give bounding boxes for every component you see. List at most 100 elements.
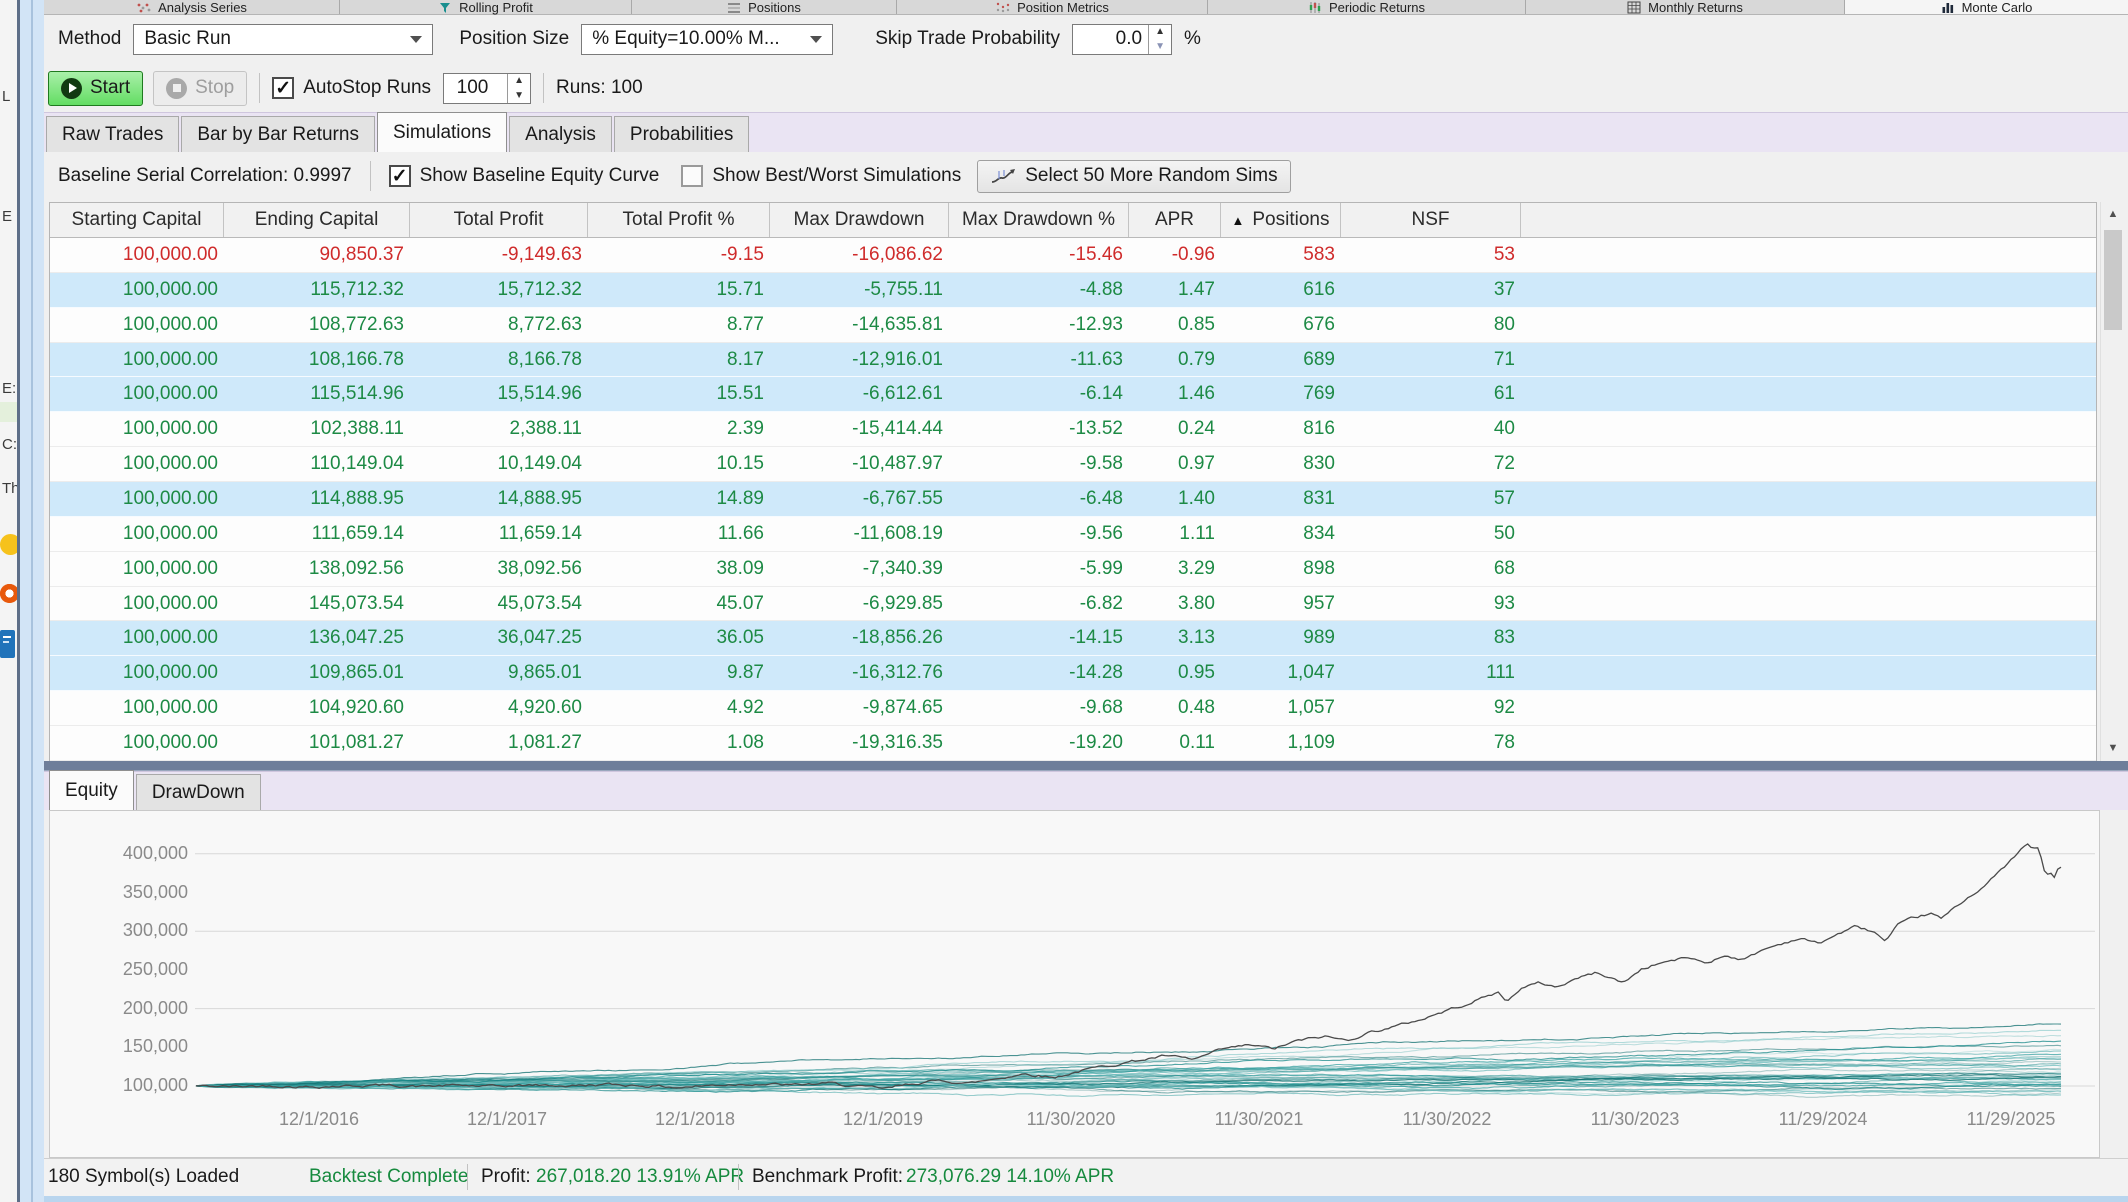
cell-filler: [1521, 273, 2096, 307]
spin-up-icon[interactable]: ▲: [508, 74, 530, 89]
window-bottom-border: [44, 1196, 2128, 1202]
table-row[interactable]: 100,000.00145,073.5445,073.5445.07-6,929…: [50, 587, 2096, 622]
chart-tab-equity[interactable]: Equity: [49, 770, 134, 810]
cell: 100,000.00: [50, 273, 224, 307]
fragment-text: E: [2, 208, 12, 225]
tab-analysis[interactable]: Analysis: [509, 116, 612, 152]
column-label: Starting Capital: [72, 209, 202, 231]
cell: -6.82: [949, 587, 1129, 621]
cell: 11.66: [588, 517, 770, 551]
scroll-up-icon[interactable]: ▲: [2101, 202, 2125, 226]
skip-trade-value: 0.0: [1073, 25, 1148, 54]
top-tab-rolling-profit[interactable]: Rolling Profit: [340, 0, 632, 14]
autostop-checkbox[interactable]: ✓: [272, 77, 294, 99]
cell: 10,149.04: [410, 447, 588, 481]
table-row[interactable]: 100,000.00115,514.9615,514.9615.51-6,612…: [50, 377, 2096, 412]
tab-label: Probabilities: [630, 124, 734, 146]
cell: 45.07: [588, 587, 770, 621]
cell: 61: [1341, 377, 1521, 411]
position-size-select[interactable]: % Equity=10.00% M...: [581, 24, 833, 55]
cell: 100,000.00: [50, 691, 224, 725]
top-tab-analysis-series[interactable]: Analysis Series: [44, 0, 340, 14]
table-row[interactable]: 100,000.00111,659.1411,659.1411.66-11,60…: [50, 517, 2096, 552]
scrollbar-thumb[interactable]: [2104, 230, 2122, 330]
tab-bar-by-bar-returns[interactable]: Bar by Bar Returns: [181, 116, 375, 152]
column-header-max-drawdown--[interactable]: Max Drawdown %: [949, 203, 1129, 237]
background-window-sliver: L E E: C: Th: [0, 0, 17, 1202]
table-row[interactable]: 100,000.00136,047.2536,047.2536.05-18,85…: [50, 621, 2096, 656]
list-icon: [727, 1, 741, 14]
column-header-ending-capital[interactable]: Ending Capital: [224, 203, 410, 237]
x-axis-label: 11/30/2023: [1565, 1109, 1705, 1130]
cell: 50: [1341, 517, 1521, 551]
spin-down-icon[interactable]: ▼: [508, 88, 530, 103]
stop-button[interactable]: Stop: [153, 71, 247, 106]
start-label: Start: [90, 77, 130, 99]
cell: -5.99: [949, 552, 1129, 586]
table-row[interactable]: 100,000.00109,865.019,865.019.87-16,312.…: [50, 656, 2096, 691]
table-row[interactable]: 100,000.00110,149.0410,149.0410.15-10,48…: [50, 447, 2096, 482]
cell: 0.95: [1129, 656, 1221, 690]
spinner-arrows[interactable]: ▲▼: [1148, 25, 1171, 54]
profit-label: Profit:: [481, 1166, 531, 1188]
column-header-total-profit--[interactable]: Total Profit %: [588, 203, 770, 237]
table-row[interactable]: 100,000.00102,388.112,388.112.39-15,414.…: [50, 412, 2096, 447]
column-header-max-drawdown[interactable]: Max Drawdown: [770, 203, 949, 237]
table-row[interactable]: 100,000.00104,920.604,920.604.92-9,874.6…: [50, 691, 2096, 726]
autostop-label: AutoStop Runs: [303, 77, 431, 99]
chart-tab-drawdown[interactable]: DrawDown: [136, 774, 261, 810]
cell: -18,856.26: [770, 621, 949, 655]
cell: 616: [1221, 273, 1341, 307]
show-baseline-label: Show Baseline Equity Curve: [420, 165, 660, 187]
table-row[interactable]: 100,000.00115,712.3215,712.3215.71-5,755…: [50, 273, 2096, 308]
tab-probabilities[interactable]: Probabilities: [614, 116, 750, 152]
cell: 115,712.32: [224, 273, 410, 307]
play-icon: [61, 78, 82, 99]
column-header-total-profit[interactable]: Total Profit: [410, 203, 588, 237]
table-row[interactable]: 100,000.00138,092.5638,092.5638.09-7,340…: [50, 552, 2096, 587]
column-header-starting-capital[interactable]: Starting Capital: [50, 203, 224, 237]
cell: -12.93: [949, 308, 1129, 342]
top-tab-monte-carlo[interactable]: Monte Carlo: [1845, 0, 2128, 14]
method-select[interactable]: Basic Run: [133, 24, 433, 55]
table-row[interactable]: 100,000.00101,081.271,081.271.08-19,316.…: [50, 726, 2096, 761]
top-tab-periodic-returns[interactable]: Periodic Returns: [1208, 0, 1526, 14]
cell: 40: [1341, 412, 1521, 446]
equity-chart-panel: 400,000350,000300,000250,000200,000150,0…: [49, 810, 2100, 1158]
column-header-positions[interactable]: ▲Positions: [1221, 203, 1341, 237]
cell: 37: [1341, 273, 1521, 307]
cell: 80: [1341, 308, 1521, 342]
cell: 104,920.60: [224, 691, 410, 725]
table-row[interactable]: 100,000.0090,850.37-9,149.63-9.15-16,086…: [50, 238, 2096, 273]
show-baseline-checkbox[interactable]: ✓: [389, 165, 411, 187]
spin-up-icon[interactable]: ▲: [1149, 25, 1171, 40]
yellow-dot-icon: [0, 534, 17, 555]
scroll-down-icon[interactable]: ▼: [2101, 736, 2125, 760]
tab-simulations[interactable]: Simulations: [377, 112, 507, 152]
cell-filler: [1521, 447, 2096, 481]
cell: 3.29: [1129, 552, 1221, 586]
spin-down-icon[interactable]: ▼: [1149, 39, 1171, 54]
column-header-nsf[interactable]: NSF: [1341, 203, 1521, 237]
start-button[interactable]: Start: [48, 71, 143, 106]
cell: 92: [1341, 691, 1521, 725]
cell: -5,755.11: [770, 273, 949, 307]
top-tab-positions[interactable]: Positions: [632, 0, 897, 14]
show-bestworst-checkbox[interactable]: ✓: [681, 165, 703, 187]
select-more-sims-button[interactable]: Select 50 More Random Sims: [977, 160, 1290, 193]
cell: 100,000.00: [50, 447, 224, 481]
column-header-apr[interactable]: APR: [1129, 203, 1221, 237]
top-tab-position-metrics[interactable]: Position Metrics: [897, 0, 1208, 14]
spinner-arrows[interactable]: ▲▼: [507, 74, 530, 103]
table-scrollbar[interactable]: ▲ ▼: [2100, 202, 2124, 762]
table-row[interactable]: 100,000.00114,888.9514,888.9514.89-6,767…: [50, 482, 2096, 517]
top-tab-label: Monthly Returns: [1648, 1, 1743, 14]
autostop-runs-spinner[interactable]: 100 ▲▼: [443, 73, 531, 104]
y-axis-label: 200,000: [50, 998, 188, 1020]
table-row[interactable]: 100,000.00108,166.788,166.788.17-12,916.…: [50, 343, 2096, 378]
tab-raw-trades[interactable]: Raw Trades: [46, 116, 179, 152]
top-tab-monthly-returns[interactable]: Monthly Returns: [1526, 0, 1845, 14]
table-row[interactable]: 100,000.00108,772.638,772.638.77-14,635.…: [50, 308, 2096, 343]
skip-trade-spinner[interactable]: 0.0 ▲▼: [1072, 24, 1172, 55]
panel-splitter[interactable]: [44, 761, 2128, 771]
